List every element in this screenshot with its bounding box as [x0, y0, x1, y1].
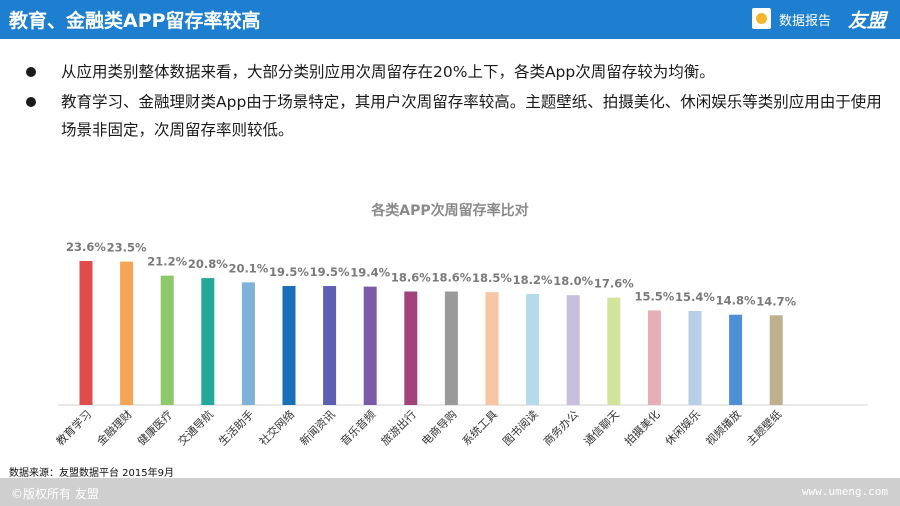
bar: [201, 278, 215, 405]
bar-value-label: 15.5%: [634, 289, 674, 303]
retention-bar-chart: 各类APP次周留存率比对 23.6% 教育学习 23.5% 金融理财 21.2% 健康医疗 2…: [53, 202, 868, 448]
bar: [363, 286, 377, 405]
bar-value-label: 14.8%: [716, 294, 756, 308]
bar: [120, 261, 134, 405]
x-tick-label: 商务办公: [540, 407, 581, 448]
bar-value-label: 20.1%: [228, 261, 268, 275]
bullet-item: 从应用类别整体数据来看，大部分类别应用次周留存在20%上下，各类App次周留存较…: [26, 58, 886, 86]
x-tick-label: 视频播放: [703, 407, 744, 448]
bar: [323, 286, 337, 405]
x-tick-label: 社交网络: [256, 407, 297, 448]
bar-value-label: 23.5%: [107, 241, 147, 255]
x-tick-label: 拍摄美化: [622, 407, 663, 448]
x-tick-label: 交通导航: [175, 407, 216, 448]
bar-value-label: 18.2%: [513, 273, 553, 287]
x-tick-label: 休闲娱乐: [662, 407, 703, 448]
x-tick-label: 电商导购: [419, 407, 460, 448]
report-icon: [752, 8, 771, 29]
x-tick-label: 教育学习: [53, 407, 94, 448]
page-title: 教育、金融类APP留存率较高: [9, 10, 261, 32]
bar: [485, 292, 499, 405]
bar-value-label: 19.4%: [350, 266, 390, 280]
bar: [647, 310, 661, 405]
bar: [688, 311, 702, 405]
report-label: 数据报告: [779, 14, 832, 29]
bar: [729, 314, 743, 405]
bar-value-label: 14.7%: [756, 294, 796, 308]
copyright-text: ©版权所有 友盟: [11, 487, 99, 501]
bar: [566, 295, 580, 405]
bar-value-label: 19.5%: [310, 265, 350, 279]
bar-value-label: 18.0%: [553, 274, 593, 288]
x-tick-label: 新闻资讯: [297, 407, 338, 448]
data-source: 数据来源：友盟数据平台 2015年9月: [9, 468, 174, 479]
bar: [404, 291, 418, 405]
bar-value-label: 20.8%: [188, 257, 228, 271]
footer-url: www.umeng.com: [801, 485, 888, 498]
x-tick-label: 通信聊天: [581, 407, 622, 448]
bar-value-label: 23.6%: [66, 240, 106, 254]
header-bar: 教育、金融类APP留存率较高 数据报告 友盟: [0, 0, 900, 39]
bar: [160, 275, 174, 405]
x-tick-label: 金融理财: [94, 407, 135, 448]
bullet-list: 从应用类别整体数据来看，大部分类别应用次周留存在20%上下，各类App次周留存较…: [26, 58, 886, 146]
bar-value-label: 18.5%: [472, 271, 512, 285]
bar-value-label: 18.6%: [391, 271, 431, 285]
x-tick-label: 系统工具: [460, 408, 500, 448]
bullet-dot-icon: [26, 67, 36, 77]
bar: [444, 291, 458, 405]
bullet-text: 从应用类别整体数据来看，大部分类别应用次周留存在20%上下，各类App次周留存较…: [61, 63, 715, 81]
bar: [769, 315, 783, 405]
x-tick-label: 音乐音频: [337, 407, 378, 448]
bar: [282, 286, 296, 405]
bar-value-label: 15.4%: [675, 290, 715, 304]
x-tick-label: 主题壁纸: [743, 407, 784, 448]
bar-value-label: 21.2%: [147, 255, 187, 269]
bar: [241, 282, 255, 405]
bar-value-label: 17.6%: [594, 277, 634, 291]
bar: [526, 293, 540, 405]
chart-title: 各类APP次周留存率比对: [370, 202, 528, 219]
bullet-item: 教育学习、金融理财类App由于场景特定，其用户次周留存率较高。主题壁纸、拍摄美化…: [26, 88, 886, 144]
report-icon-dot: [756, 13, 767, 24]
bar: [79, 261, 93, 405]
x-tick-label: 图书阅读: [500, 407, 541, 448]
brand-logo: 友盟: [848, 10, 887, 32]
footer-bar: ©版权所有 友盟 www.umeng.com: [0, 478, 900, 506]
bar-value-label: 19.5%: [269, 265, 309, 279]
bullet-text: 教育学习、金融理财类App由于场景特定，其用户次周留存率较高。主题壁纸、拍摄美化…: [61, 93, 882, 139]
bar: [607, 297, 621, 405]
bar-value-label: 18.6%: [431, 271, 471, 285]
bullet-dot-icon: [26, 97, 36, 107]
x-tick-label: 旅游出行: [378, 407, 419, 448]
x-tick-label: 生活助手: [216, 407, 257, 448]
x-tick-label: 健康医疗: [134, 407, 175, 448]
